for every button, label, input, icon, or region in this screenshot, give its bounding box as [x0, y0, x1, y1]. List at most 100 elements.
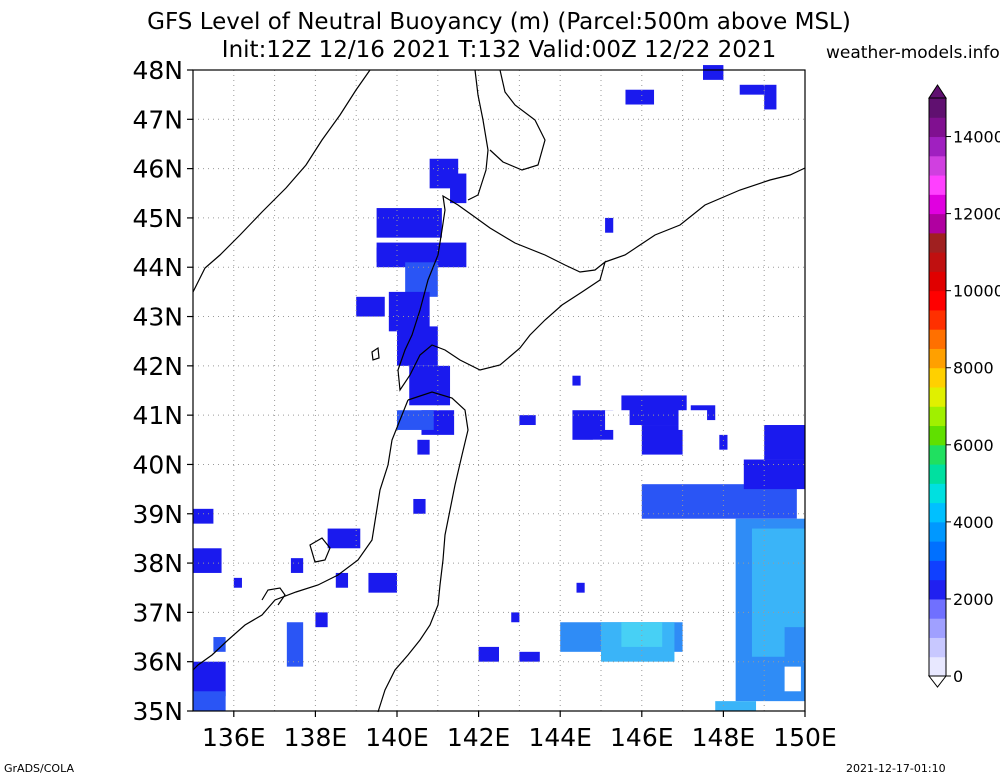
colorbar-segment — [929, 155, 946, 176]
lon-tick-label: 148E — [692, 723, 756, 752]
colorbar-segment — [929, 367, 946, 388]
colorbar-segment — [929, 98, 946, 118]
colorbar-segment — [929, 329, 946, 349]
lat-tick-label: 47N — [132, 105, 183, 134]
lat-tick-label: 38N — [132, 549, 183, 578]
lat-tick-label: 42N — [132, 352, 183, 381]
field-cell — [743, 459, 805, 490]
colorbar-segment — [929, 309, 946, 330]
field-cell — [478, 646, 499, 662]
lat-tick-label: 43N — [132, 303, 183, 332]
colorbar-segment — [929, 618, 946, 638]
colorbar-tick-label: 2000 — [953, 590, 994, 609]
colorbar-segment — [929, 136, 946, 157]
colorbar-tick-label: 14000 — [953, 128, 1000, 147]
lat-tick-label: 40N — [132, 450, 183, 479]
lat-tick-label: 48N — [132, 56, 183, 85]
colorbar-tick-label: 0 — [953, 667, 963, 686]
colorbar-segment — [929, 194, 946, 215]
coastline-noto — [261, 587, 286, 606]
colorbar-segment — [929, 290, 946, 311]
latitude-axis: 48N 47N 46N 45N 44N 43N 42N 41N 40N 39N 38N 37N 36N 3… — [132, 56, 193, 726]
field-cell — [193, 548, 222, 573]
field-cell — [625, 89, 655, 105]
lat-tick-label: 41N — [132, 401, 183, 430]
field-cell — [327, 528, 361, 549]
colorbar-segment — [929, 464, 946, 484]
lon-tick-label: 140E — [365, 723, 429, 752]
field-cell — [641, 425, 683, 455]
field-cell — [315, 612, 328, 628]
coastline-sakhalin — [467, 69, 546, 201]
field-cell — [519, 651, 540, 662]
field-cell — [576, 582, 585, 593]
field-gap — [592, 439, 614, 450]
coastline-asia — [192, 69, 371, 293]
field-cell — [193, 508, 214, 524]
colorbar-segment — [929, 348, 946, 369]
chart-title: GFS Level of Neutral Buoyancy (m) (Parce… — [147, 9, 851, 35]
colorbar-segment — [929, 406, 946, 427]
lat-tick-label: 45N — [132, 204, 183, 233]
coastline-sado — [309, 537, 331, 563]
lon-tick-label: 136E — [202, 723, 266, 752]
field-cell — [368, 572, 397, 593]
colorbar-segment — [929, 579, 946, 600]
field-cell — [397, 410, 434, 430]
colorbar-frame — [928, 97, 947, 677]
colorbar-segment — [929, 387, 946, 407]
field-cell — [413, 498, 426, 514]
footer-software: GrADS/COLA — [4, 762, 74, 775]
field-cell — [572, 375, 581, 386]
field-cell — [450, 173, 467, 204]
colorbar-tick-label: 6000 — [953, 436, 994, 455]
field-cell — [286, 622, 304, 667]
colorbar-segment — [929, 175, 946, 195]
lat-tick-label: 39N — [132, 500, 183, 529]
field-cell — [703, 65, 724, 80]
field-cell — [409, 365, 451, 406]
colorbar — [927, 84, 948, 688]
field-cell — [335, 572, 349, 588]
lon-tick-label: 146E — [610, 723, 674, 752]
field-cell — [621, 395, 687, 426]
colorbar-segment — [929, 598, 946, 619]
field-cell — [233, 577, 242, 588]
lat-tick-label: 35N — [132, 697, 183, 726]
field-cell — [739, 84, 765, 95]
colorbar-segment — [929, 232, 946, 253]
colorbar-tick-label: 4000 — [953, 513, 994, 532]
field-cell — [376, 208, 442, 238]
colorbar-segment — [929, 425, 946, 446]
colorbar-segment — [929, 502, 946, 523]
colorbar-tick-label: 8000 — [953, 359, 994, 378]
coastline-hokkaido — [397, 194, 607, 392]
coastline-honshu — [192, 391, 469, 713]
colorbar-labels: 14000 12000 10000 8000 6000 4000 2000 0 — [946, 128, 1000, 686]
lon-tick-label: 138E — [284, 723, 348, 752]
field-cell — [605, 217, 614, 233]
lon-tick-label: 150E — [773, 723, 837, 752]
chart-subtitle: Init:12Z 12/16 2021 T:132 Valid:00Z 12/2… — [221, 37, 777, 63]
colorbar-segment — [929, 637, 946, 658]
field-cell — [356, 296, 385, 317]
lat-tick-label: 37N — [132, 598, 183, 627]
coastline-layer — [192, 69, 806, 713]
field-cell — [719, 434, 728, 450]
footer-timestamp: 2021-12-17-01:10 — [846, 762, 946, 775]
colorbar-segment — [929, 521, 946, 542]
field-cell — [193, 691, 226, 711]
map-gridlines — [193, 70, 805, 711]
field-cell — [213, 637, 226, 652]
longitude-axis: 136E 138E 140E 142E 144E 146E 148E 150E — [202, 711, 837, 752]
site-credit: weather-models.info — [826, 43, 1000, 63]
colorbar-segment — [929, 444, 946, 465]
lon-tick-label: 142E — [447, 723, 511, 752]
field-cell — [788, 425, 805, 445]
map-frame — [192, 69, 806, 712]
field-cell — [641, 484, 797, 519]
colorbar-bottom-arrow — [927, 675, 948, 688]
coastline-okushiri — [371, 346, 380, 361]
coastline-kurils — [604, 167, 806, 263]
lat-tick-label: 36N — [132, 648, 183, 677]
